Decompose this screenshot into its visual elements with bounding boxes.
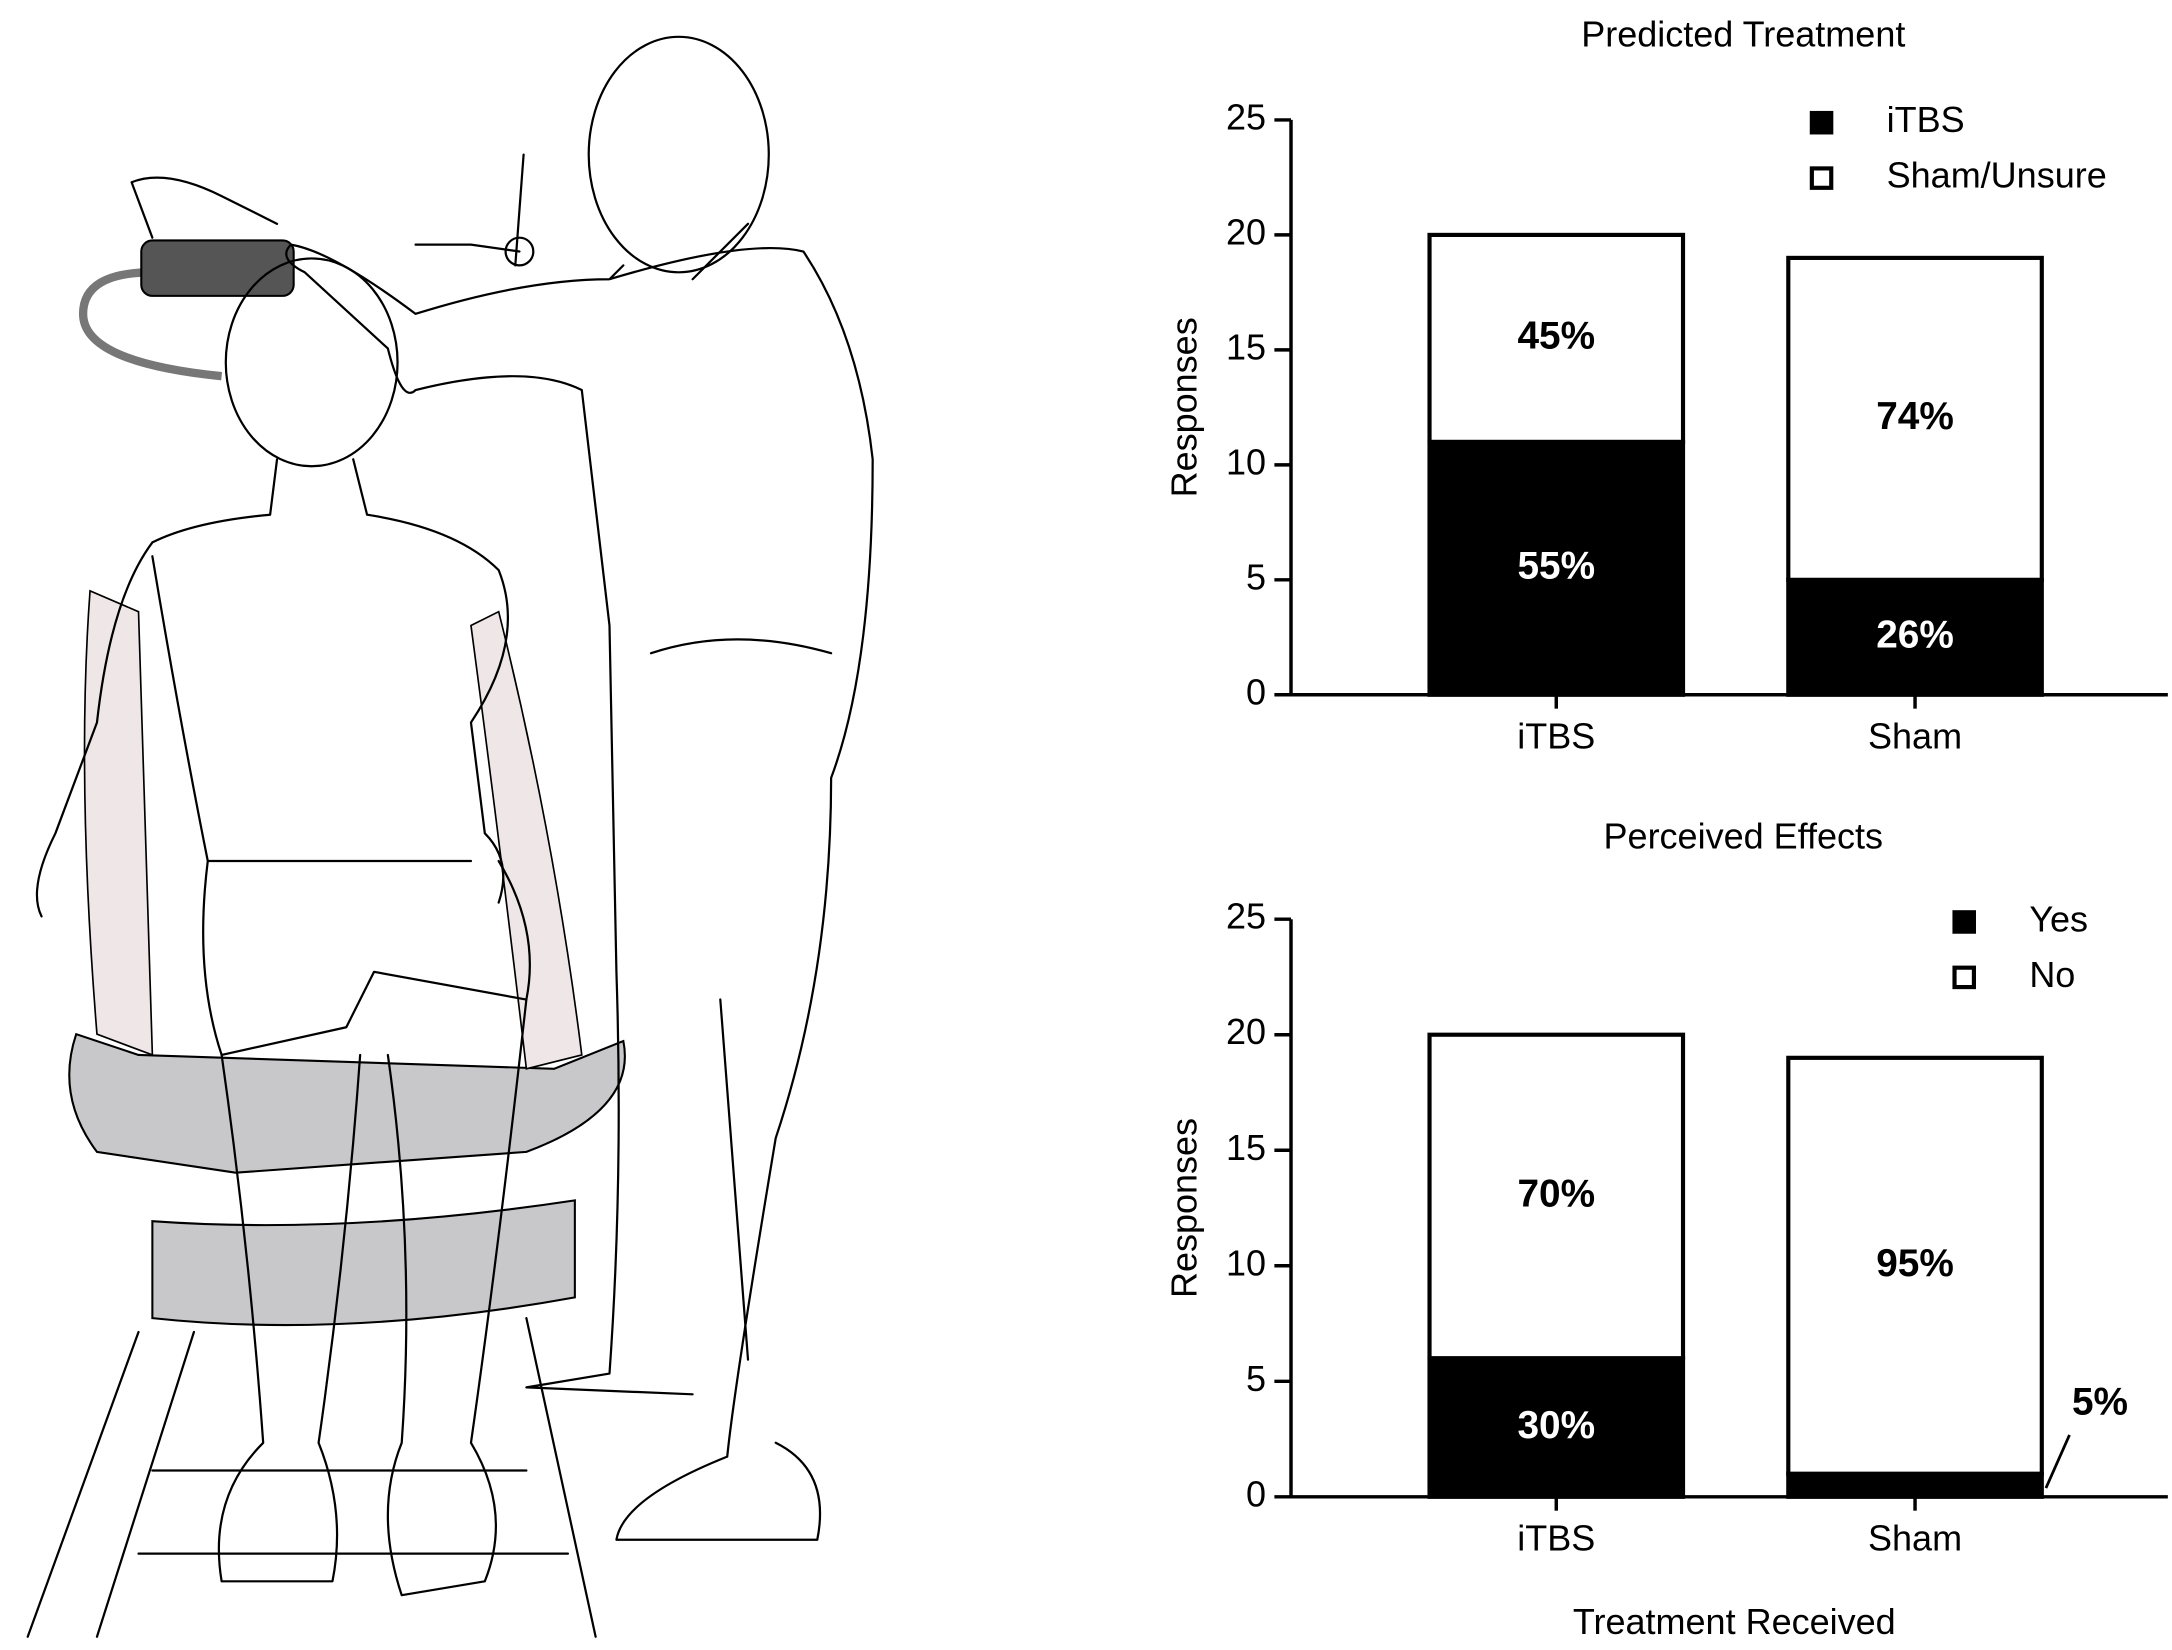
y-tick-label: 0 [1246,1473,1266,1514]
legend-label: Yes [2029,898,2088,939]
legend-label: iTBS [1887,99,1965,140]
legend-swatch [1809,166,1834,190]
y-tick-label: 0 [1246,671,1266,712]
legend-swatch [1809,110,1834,135]
chart-title: Predicted Treatment [1581,13,1905,54]
bar-segment [1786,1471,2044,1499]
bar-segment [1427,439,1686,697]
x-tick-label: iTBS [1517,1518,1595,1559]
y-axis-label: Responses [1164,1118,1205,1298]
value-label: 55% [1517,545,1595,588]
bar-segment [1786,577,2044,697]
chart-title: Perceived Effects [1604,815,1883,856]
value-label: 5% [2072,1381,2128,1424]
value-label: 45% [1517,315,1595,358]
value-label: 30% [1517,1404,1595,1447]
y-tick-label: 15 [1226,326,1266,367]
value-label: 95% [1876,1242,1954,1285]
bar-segment [1427,232,1686,444]
bar-segment [1427,1032,1686,1361]
legend-label: No [2029,954,2075,995]
bar-segment [1786,1055,2044,1476]
y-tick-label: 10 [1226,441,1266,482]
y-axis-label: Responses [1164,317,1205,497]
x-tick-label: iTBS [1517,716,1595,757]
x-tick-label: Sham [1868,716,1962,757]
y-tick-label: 15 [1226,1127,1266,1168]
legend-label: Sham/Unsure [1887,155,2107,196]
illustration [26,35,874,1638]
y-tick-label: 20 [1226,211,1266,252]
y-tick-label: 5 [1246,1358,1266,1399]
bar-segment [1427,1356,1686,1499]
y-tick-label: 25 [1226,896,1266,937]
bar-segment [1786,255,2044,582]
leader-line [2044,1434,2071,1489]
y-tick-label: 10 [1226,1242,1266,1283]
x-axis-label: Treatment Received [1573,1601,1896,1642]
y-tick-label: 5 [1246,556,1266,597]
y-tick-label: 20 [1226,1011,1266,1052]
legend-swatch [1952,965,1976,990]
value-label: 70% [1517,1173,1595,1216]
legend-swatch [1952,910,1976,934]
value-label: 26% [1876,614,1954,657]
x-tick-label: Sham [1868,1518,1962,1559]
value-label: 74% [1876,395,1954,438]
y-tick-label: 25 [1226,96,1266,137]
